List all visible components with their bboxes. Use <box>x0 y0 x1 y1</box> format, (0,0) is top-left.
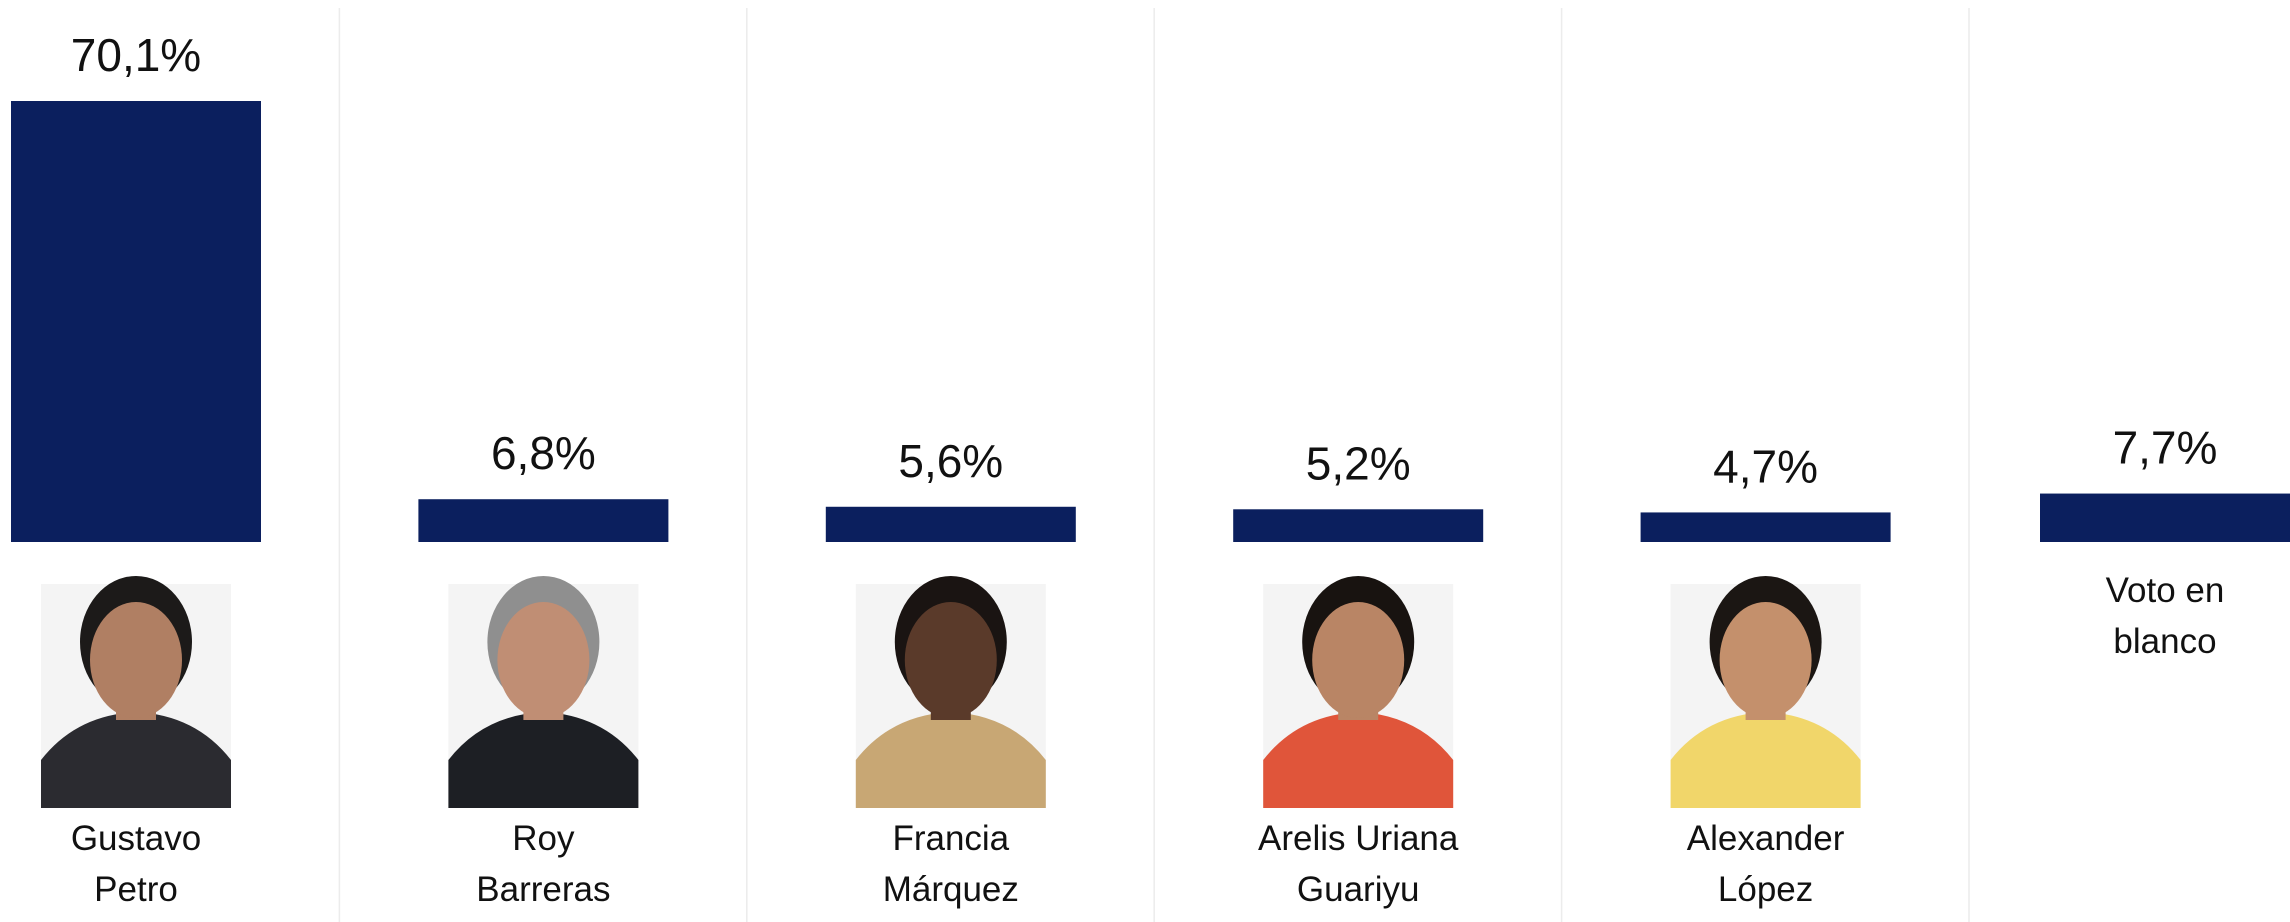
value-label: 4,7% <box>1713 440 1818 492</box>
bar <box>418 499 669 542</box>
bar <box>2040 493 2290 542</box>
portrait-shoulders <box>448 712 639 808</box>
category-label: Barreras <box>476 870 610 909</box>
portrait <box>41 576 231 808</box>
category-label: Roy <box>512 819 575 858</box>
category-label: Guariyu <box>1297 870 1420 909</box>
portrait-face <box>497 602 590 718</box>
portrait <box>855 576 1046 808</box>
category-label: Alexander <box>1687 819 1845 858</box>
category-label: Gustavo <box>71 819 201 858</box>
bar <box>1640 512 1891 542</box>
portrait-shoulders <box>1263 712 1454 808</box>
portrait-shoulders <box>855 712 1046 808</box>
bar <box>1233 509 1484 542</box>
bar <box>11 101 261 542</box>
category-label: Petro <box>94 870 178 909</box>
portrait <box>448 576 639 808</box>
category-label: Francia <box>892 819 1009 858</box>
category-label: Arelis Uriana <box>1258 819 1459 858</box>
category-label: blanco <box>2113 622 2216 661</box>
bar <box>825 506 1076 542</box>
category-label: Voto en <box>2106 571 2225 610</box>
portrait-shoulders <box>1670 712 1861 808</box>
category-label: López <box>1718 870 1813 909</box>
category-label: Márquez <box>883 870 1019 909</box>
value-label: 70,1% <box>71 29 201 81</box>
value-label: 5,2% <box>1306 437 1411 489</box>
portrait-face <box>1312 602 1405 718</box>
portrait-face <box>1719 602 1812 718</box>
value-label: 7,7% <box>2113 422 2218 474</box>
portrait <box>1263 576 1454 808</box>
value-label: 6,8% <box>491 427 596 479</box>
portrait-shoulders <box>41 712 231 808</box>
portrait-face <box>90 602 182 718</box>
portrait <box>1670 576 1861 808</box>
value-label: 5,6% <box>898 435 1003 487</box>
portrait-face <box>904 602 997 718</box>
